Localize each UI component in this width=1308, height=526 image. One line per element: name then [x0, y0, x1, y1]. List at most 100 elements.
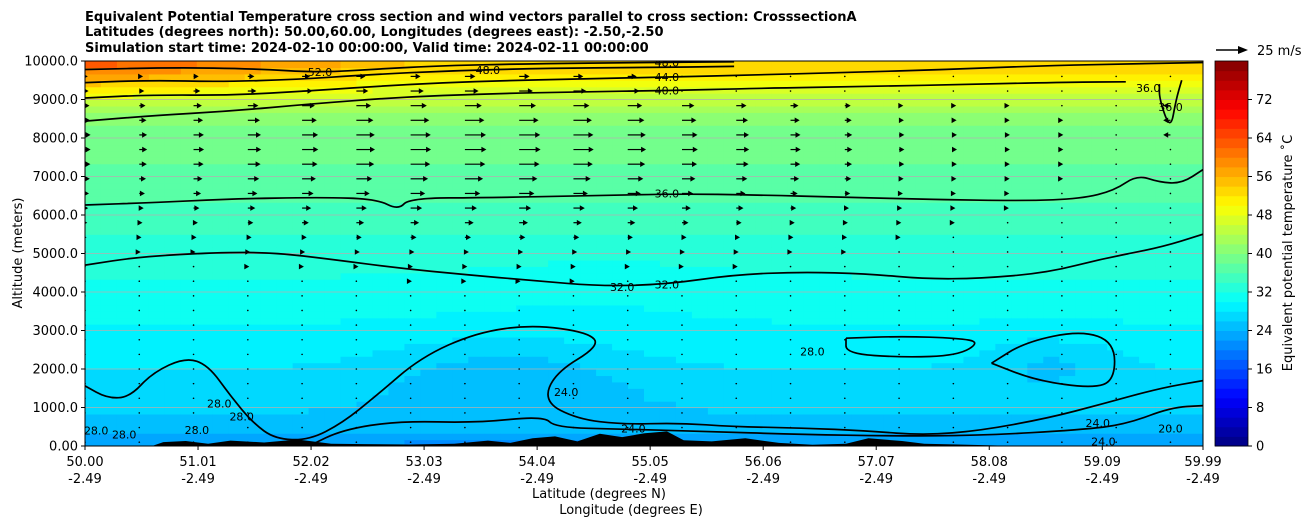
field-cell [755, 292, 773, 300]
field-cell [404, 401, 421, 409]
field-cell [292, 394, 310, 402]
wind-vector-head [256, 132, 261, 138]
field-cell [292, 369, 310, 377]
wind-vector-head [1004, 117, 1010, 124]
field-cell [739, 118, 757, 126]
field-cell [468, 125, 485, 133]
field-cell [85, 394, 102, 402]
field-cell [963, 407, 980, 415]
field-cell [659, 311, 677, 319]
field-cell [1043, 138, 1060, 146]
wind-vector-head [795, 132, 801, 138]
field-cell [1155, 317, 1172, 325]
field-cell [628, 182, 645, 190]
field-cell [1075, 150, 1092, 158]
field-cell [324, 420, 342, 428]
field-cell [388, 279, 406, 287]
wind-vector-head [198, 132, 204, 138]
field-cell [516, 170, 533, 178]
field-cell [548, 138, 565, 146]
field-cell [675, 157, 693, 165]
field-cell [675, 125, 693, 133]
field-cell [324, 150, 342, 158]
field-cell [707, 112, 725, 120]
field-cell [548, 105, 565, 113]
wind-vector-head [524, 73, 530, 80]
field-cell [484, 227, 501, 235]
field-cell [1107, 189, 1124, 197]
field-cell [883, 362, 901, 370]
field-cell [1011, 99, 1028, 107]
field-cell [388, 292, 406, 300]
field-cell [644, 150, 661, 158]
wind-vector [681, 397, 683, 400]
field-cell [979, 362, 996, 370]
wind-vector [789, 75, 792, 78]
field-cell [340, 163, 358, 171]
field-cell [819, 285, 837, 293]
field-cell [819, 394, 837, 402]
field-cell [628, 369, 645, 377]
field-cell [899, 330, 917, 338]
field-cell [212, 163, 230, 171]
field-cell [260, 195, 278, 203]
field-cell [739, 170, 757, 178]
wind-vector [952, 338, 955, 341]
field-cell [707, 227, 725, 235]
field-cell [899, 234, 917, 242]
field-cell [468, 285, 485, 293]
field-cell [1155, 73, 1172, 81]
field-cell [500, 234, 517, 242]
field-cell [404, 125, 421, 133]
field-cell [420, 266, 437, 274]
field-cell [500, 336, 517, 344]
wind-vector [247, 280, 249, 283]
field-cell [723, 195, 741, 203]
wind-vector-head [409, 249, 415, 255]
field-cell [995, 426, 1012, 434]
wind-vector-head [415, 73, 421, 80]
wind-vector-head [142, 132, 148, 138]
field-cell [196, 105, 214, 113]
field-cell [532, 298, 549, 306]
field-cell [116, 150, 134, 158]
field-cell [132, 202, 150, 210]
field-cell [580, 93, 597, 101]
field-cell [196, 285, 214, 293]
field-cell [1107, 176, 1124, 184]
field-cell [132, 125, 150, 133]
field-cell [484, 208, 501, 216]
field-cell [1091, 234, 1108, 242]
field-cell [164, 356, 182, 364]
field-cell [883, 73, 901, 81]
field-cell [612, 349, 629, 357]
field-cell [276, 150, 294, 158]
field-cell [1187, 285, 1203, 293]
field-cell [580, 413, 597, 421]
field-cell [420, 349, 437, 357]
field-cell [148, 182, 166, 190]
field-cell [851, 170, 869, 178]
field-cell [180, 375, 198, 383]
field-cell [1187, 99, 1203, 107]
field-cell [148, 407, 166, 415]
field-cell [723, 433, 741, 441]
field-cell [979, 189, 996, 197]
field-cell [388, 215, 406, 223]
field-cell [612, 240, 629, 248]
field-cell [1139, 157, 1156, 165]
field-cell [707, 375, 725, 383]
field-cell [516, 247, 533, 255]
field-cell [260, 176, 278, 184]
field-cell [1155, 202, 1172, 210]
field-cell [244, 394, 262, 402]
field-cell [739, 356, 757, 364]
field-cell [1059, 259, 1076, 267]
field-cell [132, 433, 150, 441]
field-cell [532, 208, 549, 216]
wind-vector-head [420, 190, 426, 197]
field-cell [532, 240, 549, 248]
field-cell [787, 86, 805, 94]
field-cell [308, 195, 326, 203]
field-cell [915, 330, 933, 338]
